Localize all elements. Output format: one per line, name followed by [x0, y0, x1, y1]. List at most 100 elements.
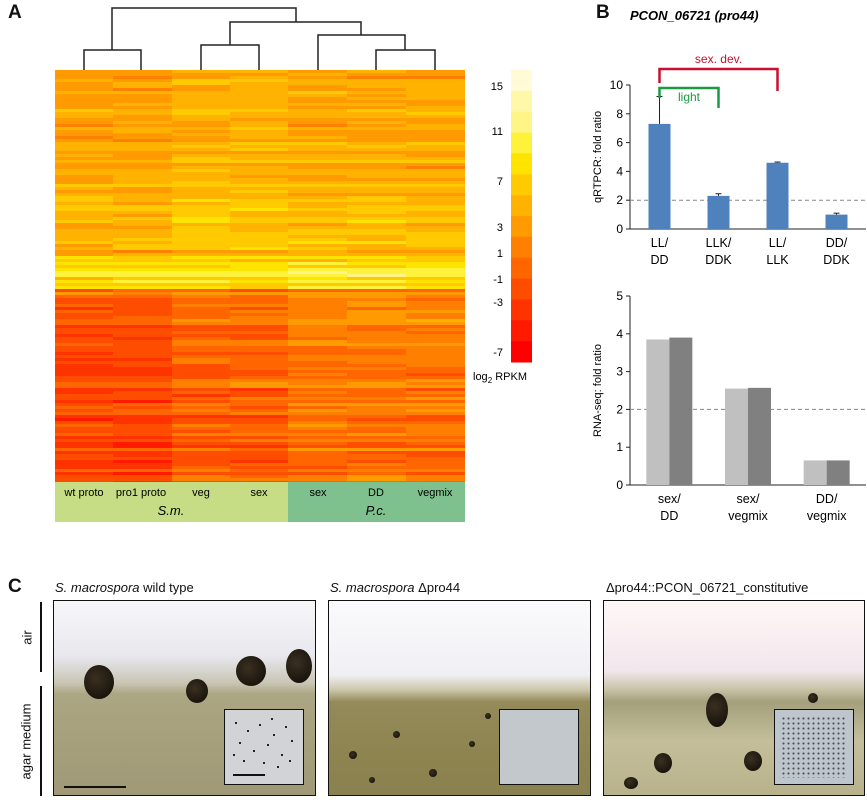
heatmap-cell: [230, 250, 288, 253]
heatmap-cell: [55, 355, 113, 358]
colorbar-swatch: [511, 90, 532, 113]
heatmap-cell: [113, 412, 172, 415]
caption-constitutive: Δpro44::PCON_06721_constitutive: [606, 580, 809, 595]
heatmap-cell: [230, 286, 288, 289]
heatmap-cell: [55, 151, 113, 154]
heatmap-cell: [172, 319, 230, 322]
heatmap-cell: [55, 94, 113, 97]
heatmap-cell: [113, 277, 172, 280]
heatmap-cell: [230, 238, 288, 241]
heatmap-cell: [347, 283, 406, 286]
qpcr-category-label: DDK: [823, 253, 850, 267]
heatmap-cell: [347, 157, 406, 160]
heatmap-cell: [172, 355, 230, 358]
heatmap-cell: [55, 220, 113, 223]
heatmap-cell: [230, 190, 288, 193]
heatmap-cell: [172, 262, 230, 265]
heatmap-cell: [347, 469, 406, 472]
heatmap-cell: [347, 112, 406, 115]
heatmap-cell: [230, 157, 288, 160]
qpcr-ylabel: qRTPCR: fold ratio: [592, 111, 604, 203]
heatmap-cell: [230, 364, 288, 367]
heatmap-cell: [288, 235, 347, 238]
heatmap-cell: [113, 127, 172, 130]
heatmap-cell: [113, 115, 172, 118]
heatmap-cell: [55, 202, 113, 205]
heatmap-cell: [172, 361, 230, 364]
heatmap-cell: [347, 286, 406, 289]
heatmap-cell: [347, 76, 406, 79]
heatmap-cell: [347, 328, 406, 331]
heatmap-cell: [288, 70, 347, 73]
heatmap-cell: [347, 370, 406, 373]
heatmap-cell: [230, 91, 288, 94]
heatmap-cell: [113, 304, 172, 307]
heatmap-cell: [113, 295, 172, 298]
heatmap-cell: [55, 163, 113, 166]
heatmap-cell: [230, 472, 288, 475]
panel-a-letter: A: [8, 2, 22, 23]
heatmap-cell: [288, 172, 347, 175]
heatmap-cell: [288, 190, 347, 193]
heatmap-cell: [347, 280, 406, 283]
heatmap-cell: [230, 202, 288, 205]
heatmap-cell: [113, 88, 172, 91]
heatmap-cell: [113, 130, 172, 133]
heatmap-cell: [347, 304, 406, 307]
heatmap-cell: [288, 307, 347, 310]
heatmap-cell: [406, 286, 465, 289]
heatmap-cell: [113, 403, 172, 406]
heatmap-cell: [230, 313, 288, 316]
heatmap-cell: [55, 472, 113, 475]
qpcr-bar: [766, 162, 789, 229]
heatmap-cell: [288, 478, 347, 481]
qpcr-ytick-label: 10: [610, 78, 624, 92]
heatmap-cell: [406, 343, 465, 346]
sex-dev-label: sex. dev.: [695, 52, 742, 66]
heatmap-cell: [406, 328, 465, 331]
heatmap-cell: [347, 394, 406, 397]
heatmap-cell: [55, 256, 113, 259]
qpcr-ytick-label: 8: [616, 107, 623, 121]
heatmap-cell: [172, 388, 230, 391]
heatmap-cell: [347, 472, 406, 475]
heatmap-cell: [172, 178, 230, 181]
heatmap-cell: [172, 226, 230, 229]
heatmap-cell: [230, 160, 288, 163]
heatmap-cell: [406, 469, 465, 472]
heatmap-cell: [288, 406, 347, 409]
agar-medium-label: agar medium: [18, 703, 34, 779]
heatmap-cell: [406, 331, 465, 334]
heatmap-cell: [288, 355, 347, 358]
heatmap-cell: [55, 100, 113, 103]
heatmap-cell: [347, 478, 406, 481]
heatmap-cell: [406, 439, 465, 442]
heatmap-cell: [113, 469, 172, 472]
heatmap-cell: [113, 439, 172, 442]
heatmap-cell: [406, 184, 465, 187]
heatmap-cell: [406, 70, 465, 73]
heatmap-cell: [288, 430, 347, 433]
heatmap-cell: [55, 79, 113, 82]
heatmap-cell: [172, 139, 230, 142]
heatmap-cell: [347, 247, 406, 250]
heatmap-cell: [113, 460, 172, 463]
heatmap-cell: [113, 415, 172, 418]
heatmap-cell: [113, 454, 172, 457]
heatmap-cell: [230, 376, 288, 379]
heatmap-cell: [406, 250, 465, 253]
heatmap-cell: [406, 172, 465, 175]
heatmap-cell: [288, 283, 347, 286]
heatmap-cell: [406, 169, 465, 172]
heatmap-cell: [230, 367, 288, 370]
heatmap-cell: [113, 307, 172, 310]
inset-wild-type: [224, 709, 304, 785]
heatmap-cell: [288, 280, 347, 283]
colorbar-swatch: [511, 216, 532, 238]
heatmap-cell: [288, 250, 347, 253]
heatmap-cell: [55, 433, 113, 436]
heatmap-cell: [172, 220, 230, 223]
heatmap-cell: [55, 199, 113, 202]
heatmap-cell: [113, 157, 172, 160]
heatmap-cell: [113, 340, 172, 343]
